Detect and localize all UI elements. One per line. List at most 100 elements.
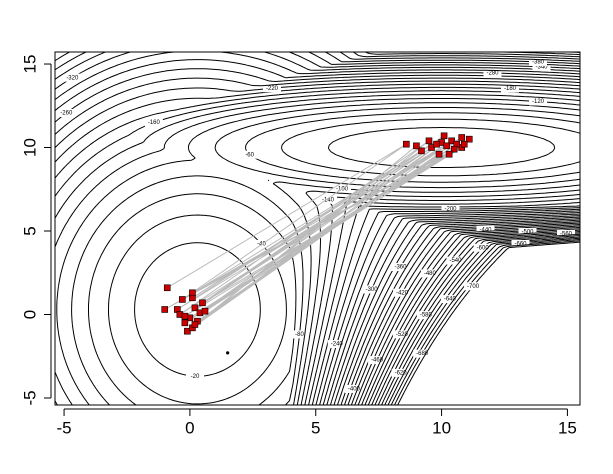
- plot-frame: [54, 51, 581, 406]
- y-tick-label: 10: [20, 138, 39, 157]
- contour-line: [394, 240, 580, 405]
- contour-label: -140: [322, 197, 335, 203]
- contour-label-bg: [368, 356, 387, 365]
- contour-label: -220: [266, 86, 279, 92]
- contour-label: -600: [477, 245, 490, 251]
- sample-point: [435, 150, 443, 158]
- contour-label: -560: [560, 231, 573, 237]
- sample-point: [179, 296, 186, 303]
- contour-label-bg: [252, 239, 271, 248]
- contour-label-bg: [557, 229, 575, 238]
- contour-line: [55, 59, 580, 405]
- contour-line: [55, 52, 580, 405]
- contour-label: -580: [420, 313, 433, 319]
- contour-label: -180: [504, 86, 517, 92]
- contour-line: [55, 80, 580, 405]
- sample-point: [403, 140, 410, 148]
- sample-point: [433, 140, 440, 148]
- y-tick-label: 0: [20, 310, 39, 319]
- contour-line: [55, 77, 580, 405]
- contour-label: -20: [191, 374, 200, 380]
- contour-label-bg: [532, 62, 551, 71]
- sample-point: [191, 304, 199, 312]
- contour-line: [374, 232, 580, 405]
- contour-label-bg: [518, 228, 537, 237]
- contour-label: -80: [295, 332, 304, 338]
- contour-line: [56, 102, 580, 405]
- contour-line: [361, 52, 580, 405]
- contour-label-bg: [446, 256, 465, 265]
- sample-point: [189, 289, 196, 297]
- x-tick-label: 5: [311, 418, 320, 437]
- contour-line: [55, 52, 580, 405]
- contour-label-bg: [440, 295, 459, 304]
- sample-point: [181, 312, 189, 320]
- contour-label-bg: [186, 372, 204, 381]
- contour-label-bg: [144, 118, 163, 127]
- contour-label: -260: [60, 111, 73, 117]
- contour-label-bg: [391, 263, 410, 272]
- sample-point: [418, 147, 425, 155]
- contour-label-bg: [529, 57, 547, 66]
- contour-layer: -20-40-60-80-100-120-140-160-180-200-220…: [55, 52, 580, 405]
- contour-label-bg: [501, 84, 519, 93]
- contour-line: [371, 231, 580, 405]
- sample-point: [199, 299, 206, 307]
- contour-label: -680: [416, 351, 429, 357]
- contour-label: -360: [394, 265, 407, 271]
- contour-line: [339, 52, 580, 405]
- contour-label: -500: [521, 230, 534, 236]
- contour-label-bg: [476, 225, 495, 234]
- sample-point: [428, 144, 435, 151]
- contour-label: -400: [348, 387, 361, 393]
- contour-label-bg: [464, 282, 483, 291]
- contour-label-bg: [240, 150, 259, 159]
- contour-label-bg: [441, 205, 460, 214]
- contour-line: [377, 233, 580, 405]
- sample-point: [184, 327, 191, 335]
- y-tick-label: 15: [20, 55, 39, 74]
- sample-point: [181, 319, 189, 327]
- contour-line: [55, 52, 580, 405]
- contour-label: -300: [366, 287, 379, 293]
- sample-point: [201, 307, 209, 315]
- contour-label: -660: [514, 242, 527, 248]
- contour-line: [350, 52, 580, 405]
- contour-label-bg: [263, 84, 281, 93]
- contour-label: -420: [396, 290, 409, 296]
- x-tick-label: 10: [432, 418, 451, 437]
- contour-line: [55, 68, 580, 405]
- contour-label-bg: [529, 97, 547, 106]
- contour-label: -280: [486, 71, 499, 77]
- contour-label: -160: [148, 120, 161, 126]
- contour-label-bg: [362, 285, 381, 294]
- contour-label-bg: [290, 330, 309, 339]
- contour-line: [55, 52, 580, 405]
- sample-point: [425, 137, 433, 145]
- contour-line: [88, 112, 580, 405]
- contour-label-bg: [473, 243, 492, 252]
- contour-label: -460: [371, 358, 384, 364]
- sample-point: [460, 140, 468, 148]
- sample-point: [458, 134, 466, 141]
- contour-line: [55, 52, 580, 405]
- contour-label-bg: [416, 311, 435, 320]
- contour-line: [134, 127, 556, 377]
- contour-label: -100: [336, 186, 349, 192]
- contour-line: [367, 229, 580, 405]
- contour-label: -520: [396, 332, 409, 338]
- sample-point: [440, 132, 448, 140]
- x-tick-label: 0: [185, 418, 194, 437]
- sample-point: [445, 150, 453, 158]
- sample-point: [448, 137, 455, 145]
- sample-point: [465, 135, 473, 143]
- sample-point: [450, 145, 458, 153]
- contour-line: [55, 98, 580, 405]
- sample-layer: [161, 132, 473, 355]
- contour-label: -640: [444, 297, 457, 303]
- contour-label: -240: [331, 342, 344, 348]
- contour-label: -60: [245, 152, 254, 158]
- contour-label-bg: [511, 239, 530, 248]
- start-point: [226, 351, 230, 355]
